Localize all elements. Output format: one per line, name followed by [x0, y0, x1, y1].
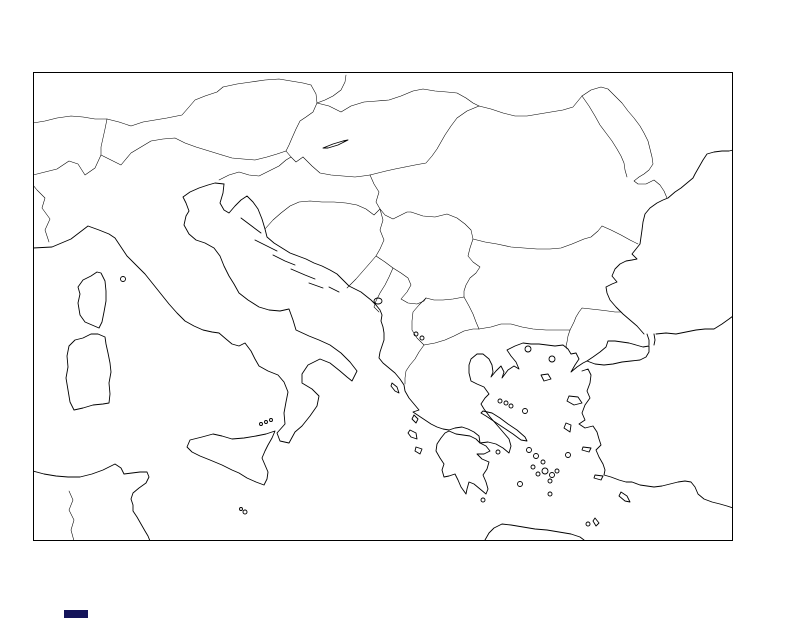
- coastlines: [33, 139, 733, 541]
- country-borders: [33, 74, 668, 541]
- map-frame: [33, 72, 733, 541]
- logo-mark: [64, 610, 88, 618]
- map-canvas: [33, 72, 733, 541]
- colorbar-scale: [680, 78, 726, 540]
